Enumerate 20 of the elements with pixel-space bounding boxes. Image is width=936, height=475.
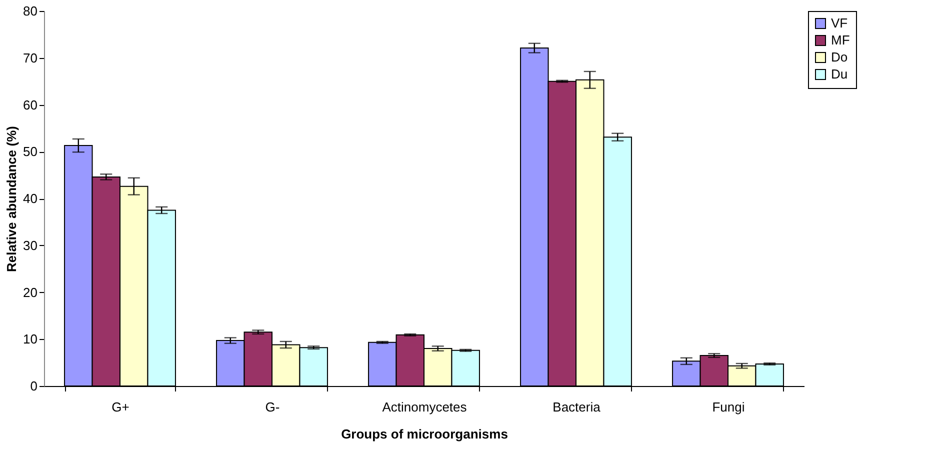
y-tick-label: 0	[30, 378, 38, 394]
y-axis-title: Relative abundance (%)	[4, 126, 20, 272]
y-tick-label: 60	[23, 97, 38, 112]
legend-label: Do	[831, 50, 848, 64]
y-tick-label: 50	[23, 144, 38, 160]
y-tick-label: 10	[23, 332, 38, 347]
x-tick-label: G-	[265, 400, 280, 414]
x-tick-label: Actinomycetes	[382, 400, 468, 414]
legend-label: VF	[831, 16, 848, 30]
y-tick-label: 70	[23, 50, 38, 66]
y-tick-label: 20	[23, 284, 38, 300]
y-tick-label: 80	[23, 4, 38, 18]
x-tick-label: Fungi	[712, 400, 745, 414]
x-axis-title: Groups of microorganisms	[341, 426, 508, 442]
y-tick-label: 30	[23, 238, 38, 253]
legend-label: Du	[831, 66, 848, 82]
y-tick-label: 40	[23, 191, 38, 206]
legend-label: MF	[831, 32, 850, 48]
x-tick-label: Bacteria	[552, 400, 602, 414]
x-tick-label: G+	[112, 400, 130, 414]
